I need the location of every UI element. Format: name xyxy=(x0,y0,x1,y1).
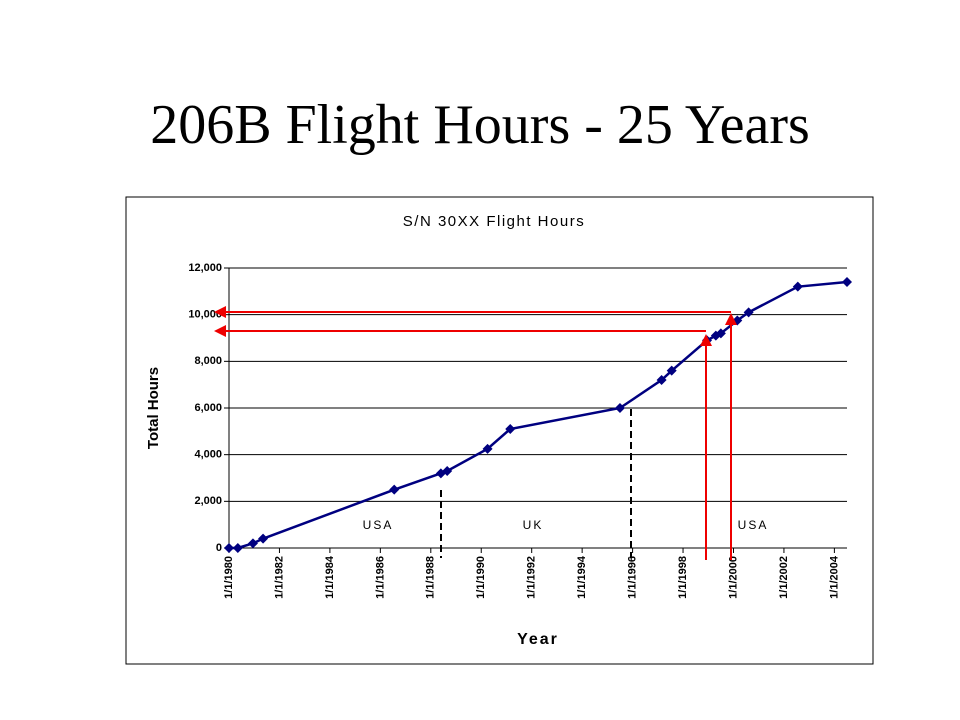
x-tick-label: 1/1/1992 xyxy=(526,556,538,599)
x-tick-label: 1/1/2002 xyxy=(778,556,790,599)
x-tick-label: 1/1/2004 xyxy=(828,555,840,599)
x-tick-label: 1/1/1988 xyxy=(425,556,437,599)
marker xyxy=(743,307,754,318)
y-tick-label: 10,000 xyxy=(188,309,222,321)
arrow-head xyxy=(214,325,226,337)
x-tick-label: 1/1/1998 xyxy=(677,556,689,599)
plot: 0 2,000 4,000 6,000 8,000 10,000 12,000 1/1/198… xyxy=(188,262,852,599)
x-tick-label: 1/1/1990 xyxy=(475,556,487,599)
y-tick-label: 2,000 xyxy=(194,495,222,507)
y-tick-label: 4,000 xyxy=(194,449,222,461)
x-axis-label: Year xyxy=(517,631,559,648)
marker xyxy=(842,277,852,287)
arrow-head xyxy=(725,313,737,325)
annotation-lines xyxy=(214,306,737,560)
x-tick-label: 1/1/1994 xyxy=(576,555,588,599)
marker xyxy=(442,466,453,476)
x-tick-label: 1/1/1984 xyxy=(324,555,336,599)
y-tick-label: 0 xyxy=(216,542,222,554)
y-tick-label: 12,000 xyxy=(188,262,222,274)
marker xyxy=(389,484,400,495)
slide-title: 206B Flight Hours - 25 Years xyxy=(150,94,810,156)
y-axis-label: Total Hours xyxy=(145,367,162,449)
x-tick-label: 1/1/1982 xyxy=(273,556,285,599)
y-tick-label: 6,000 xyxy=(194,402,222,414)
marker xyxy=(656,375,667,385)
marker xyxy=(258,533,269,544)
annotation: USA xyxy=(738,518,769,532)
annotation: USA xyxy=(363,518,394,532)
marker xyxy=(792,281,803,292)
x-tick-label: 1/1/2000 xyxy=(727,556,739,599)
annotation: UK xyxy=(523,518,544,532)
marker xyxy=(505,424,516,434)
marker xyxy=(232,543,243,553)
x-tick-label: 1/1/1996 xyxy=(626,556,638,599)
marker xyxy=(247,538,258,549)
marker xyxy=(666,365,677,376)
arrow-head xyxy=(700,334,712,346)
chart-frame xyxy=(125,196,874,665)
chart-title: S/N 30XX Flight Hours xyxy=(403,213,585,230)
x-tick-label: 1/1/1986 xyxy=(374,556,386,599)
x-tick-label: 1/1/1980 xyxy=(223,556,235,599)
marker xyxy=(482,443,493,454)
marker xyxy=(715,328,726,339)
y-tick-label: 8,000 xyxy=(194,355,222,367)
arrow-head xyxy=(214,306,226,318)
marker xyxy=(614,403,625,413)
marker xyxy=(224,543,234,553)
